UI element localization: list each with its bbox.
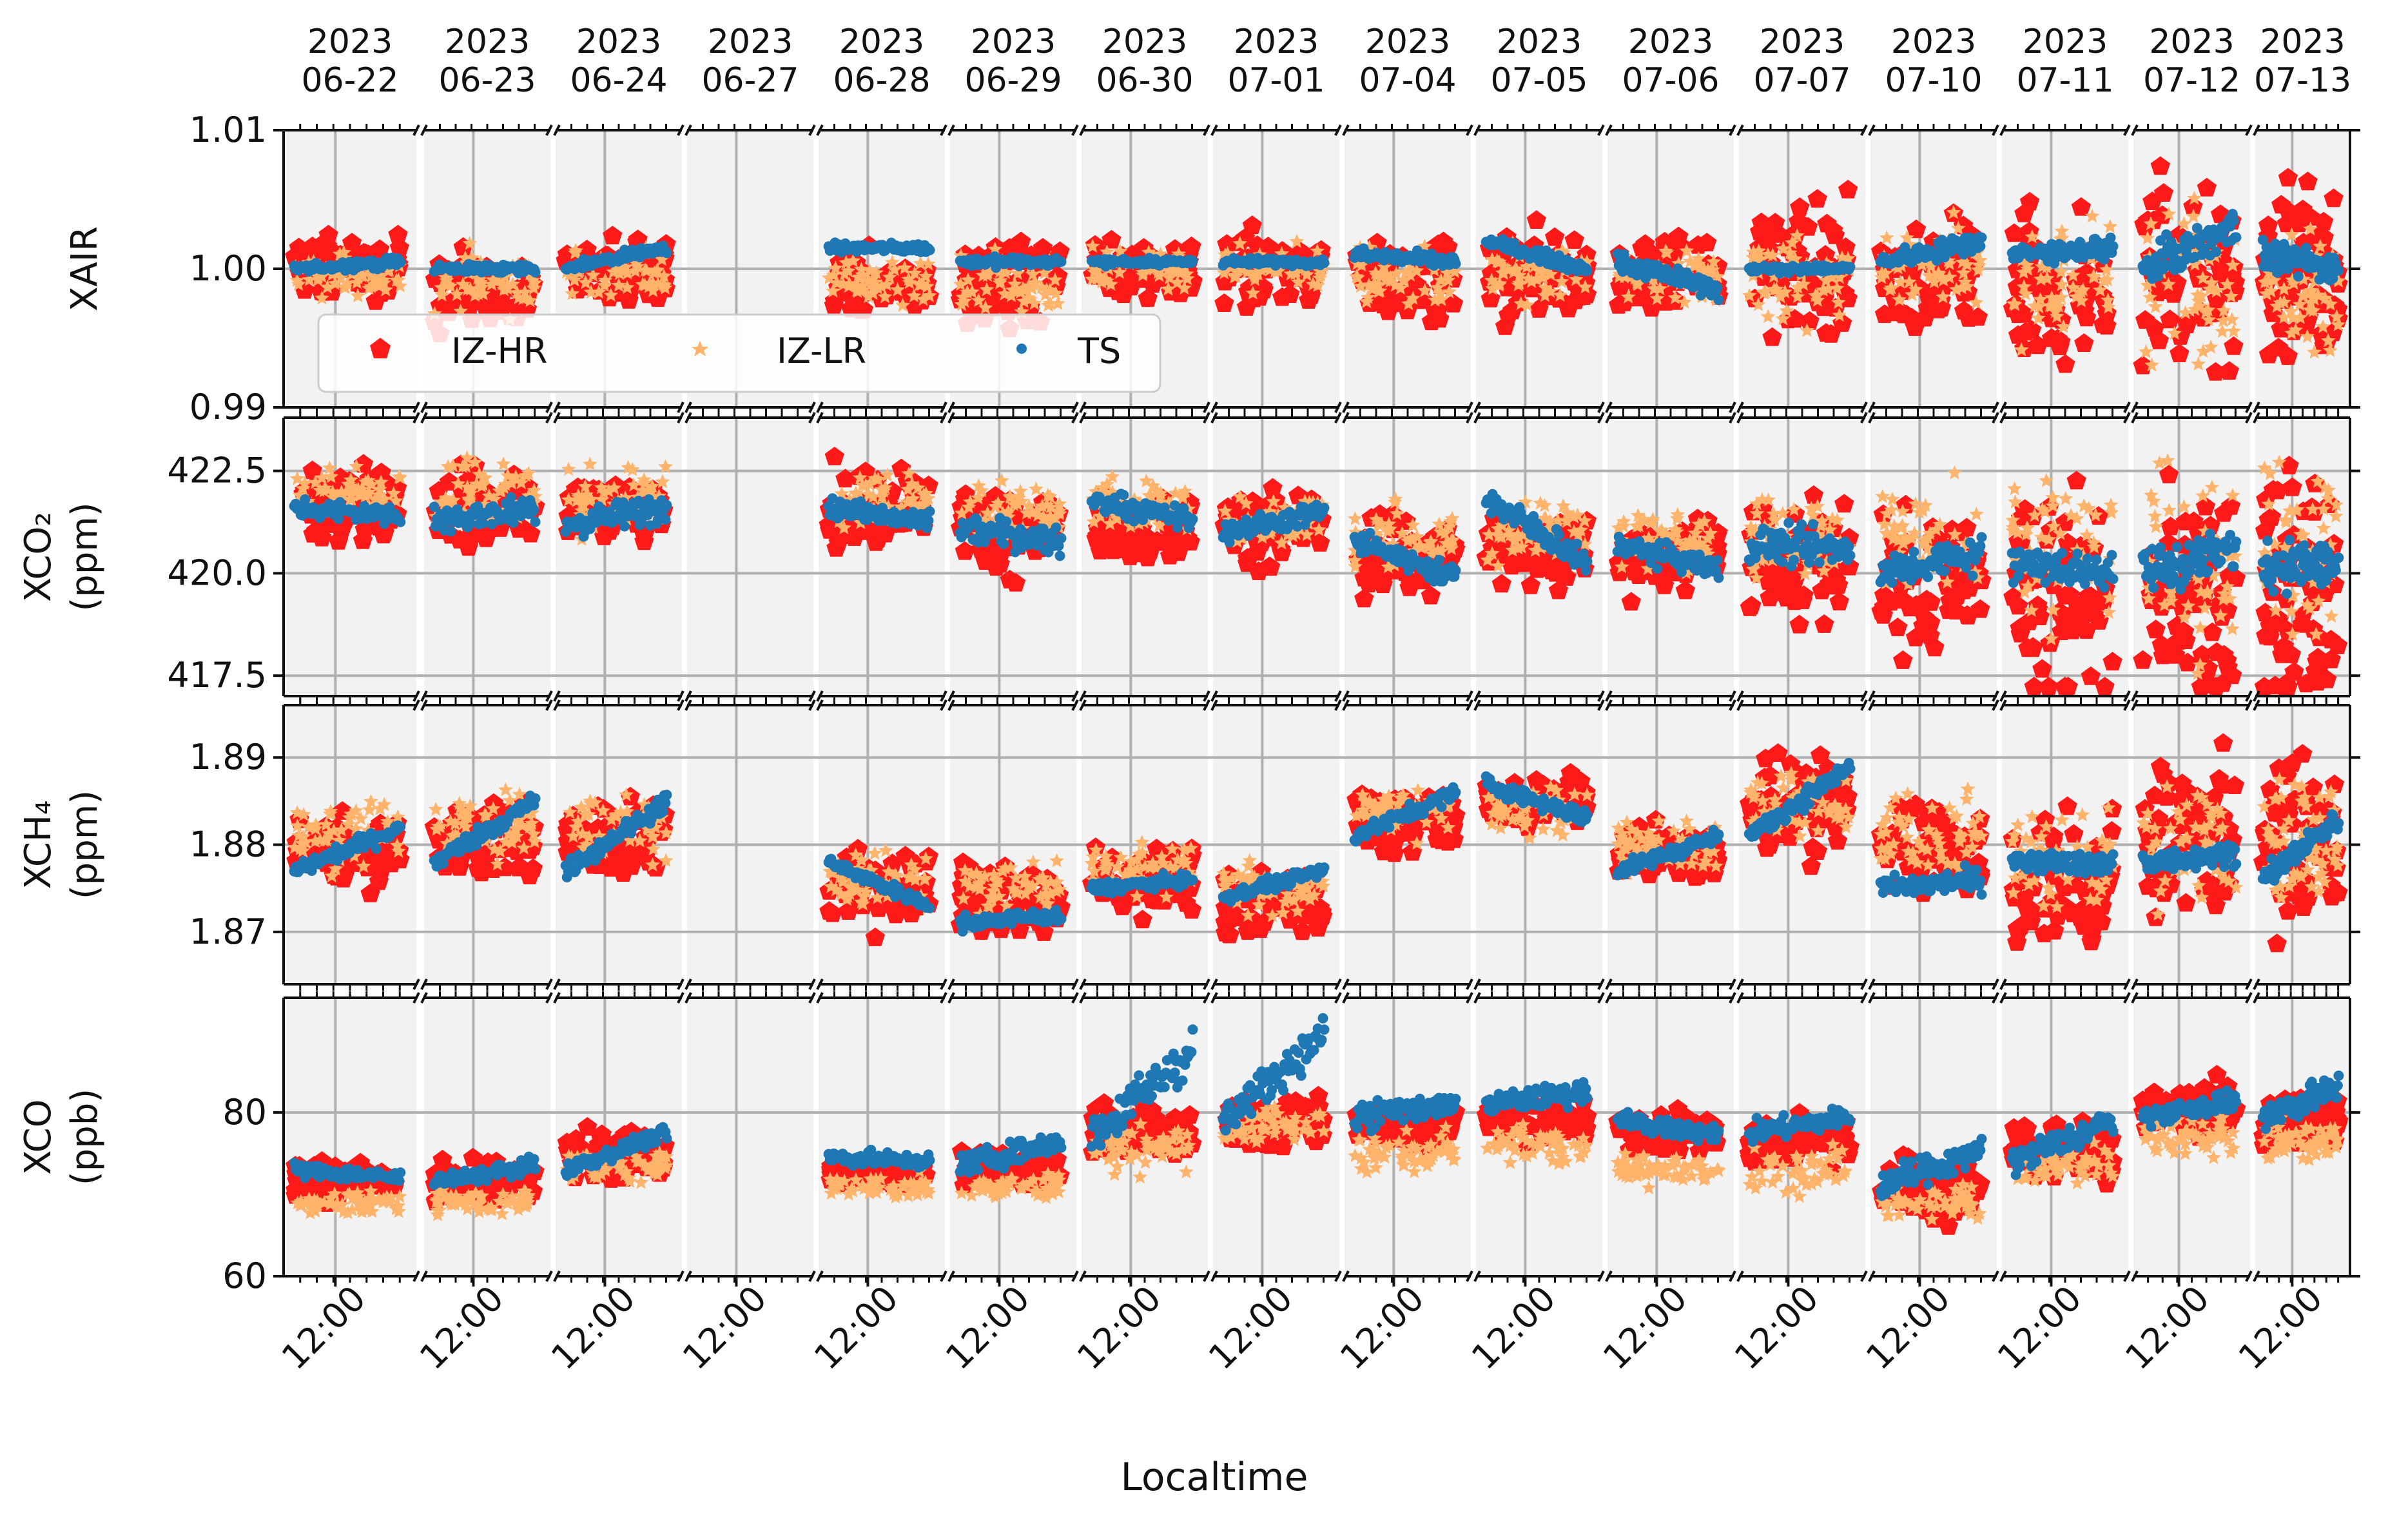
point-ts [1582,266,1593,277]
point-ts [1001,516,1012,527]
point-iz-lr [340,276,355,290]
series-ts-day-1 [429,258,541,278]
point-ts [2231,232,2242,243]
point-iz-lr [376,272,391,287]
panel-xair-ylabel: XAIR [64,226,106,311]
point-ts [1118,490,1129,500]
point-iz-hr [285,246,305,266]
point-iz-lr [378,282,393,296]
point-ts [1056,533,1067,543]
point-iz-lr [485,272,501,287]
point-ts [923,515,934,526]
point-ts [1450,258,1461,269]
point-ts [395,257,406,268]
point-iz-lr [302,272,317,286]
point-ts [998,538,1009,549]
point-ts [661,500,672,510]
point-iz-hr [509,299,529,318]
panel-xco2-segment-3 [687,418,813,696]
point-iz-lr [463,282,478,296]
point-ts [2211,246,2222,257]
point-iz-hr [365,291,385,310]
point-ts [1187,514,1198,525]
point-iz-lr [289,273,305,287]
point-ts [1319,257,1330,268]
point-iz-lr [336,245,351,259]
point-ts [619,521,630,532]
point-iz-lr [354,268,369,282]
point-ts [395,516,406,527]
point-ts [924,506,935,517]
point-iz-lr [364,269,379,283]
point-ts [1845,262,1856,273]
point-ts [530,267,541,278]
point-iz-lr [362,280,376,295]
point-iz-lr [351,270,365,284]
point-iz-lr [391,272,406,287]
point-ts [1051,522,1062,533]
point-ts [1056,257,1067,267]
panel-xair-ytick-label-2: 1.01 [189,110,267,150]
point-iz-hr [388,224,408,244]
point-iz-lr [497,279,512,294]
panel-xair-ytick-label-1: 1.00 [189,248,267,289]
point-ts [529,504,539,515]
point-iz-lr [434,280,449,295]
point-ts [505,492,516,503]
panel-xair-points [285,156,2348,381]
point-iz-lr [350,288,365,303]
point-ts [661,248,672,258]
series-ts-day-0 [289,252,406,277]
point-ts [2228,215,2239,226]
point-iz-lr [311,269,326,284]
point-ts [2293,271,2304,282]
point-iz-lr [320,279,335,294]
point-iz-lr [393,278,408,293]
point-ts [530,516,541,527]
point-ts [2108,241,2119,252]
point-ts [2333,265,2344,276]
panel-xco2-segment-2 [556,418,682,696]
point-iz-lr [462,236,478,250]
point-iz-lr [371,278,385,293]
panel-xco2-segment-0 [284,418,416,696]
point-ts [1713,295,1724,306]
point-ts [1976,232,1987,243]
point-iz-lr [327,276,343,290]
point-ts [1319,503,1330,513]
point-ts [1054,550,1065,561]
point-iz-lr [315,290,329,305]
point-iz-lr [438,269,453,284]
point-ts [1975,241,1986,251]
point-iz-hr [315,232,335,251]
point-iz-lr [509,285,525,300]
point-ts [1712,282,1723,293]
point-iz-lr [516,291,530,306]
point-ts [445,526,456,537]
point-iz-lr [526,280,541,295]
panel-xair-ytick-label-0: 0.99 [189,387,267,427]
point-iz-lr [473,277,489,291]
panel-xair: 0.99 1.00 1.01 XAIR [64,110,2360,427]
point-ts [660,514,671,525]
point-iz-lr [333,270,349,284]
point-ts [924,245,935,255]
point-iz-lr [434,287,450,302]
point-iz-lr [449,287,465,301]
point-ts [1673,263,1683,274]
panel-xco2-segment-1 [424,418,550,696]
point-ts [1187,255,1198,266]
